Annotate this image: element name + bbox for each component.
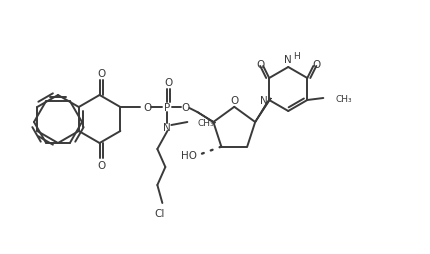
Text: O: O (256, 60, 264, 70)
Text: N: N (284, 55, 292, 65)
Text: O: O (143, 103, 151, 113)
Text: CH₃: CH₃ (335, 94, 352, 103)
Text: CH₃: CH₃ (197, 118, 214, 127)
Text: O: O (312, 60, 320, 70)
Text: O: O (165, 78, 173, 88)
Text: O: O (97, 69, 105, 79)
Text: H: H (293, 51, 300, 60)
Text: N: N (163, 122, 171, 133)
Text: N: N (260, 96, 268, 106)
Text: O: O (97, 160, 105, 170)
Text: Cl: Cl (154, 208, 165, 218)
Polygon shape (197, 113, 215, 123)
Text: O: O (181, 103, 190, 113)
Text: P: P (164, 103, 170, 113)
Polygon shape (255, 99, 271, 122)
Text: O: O (230, 96, 238, 105)
Text: HO: HO (181, 150, 197, 160)
